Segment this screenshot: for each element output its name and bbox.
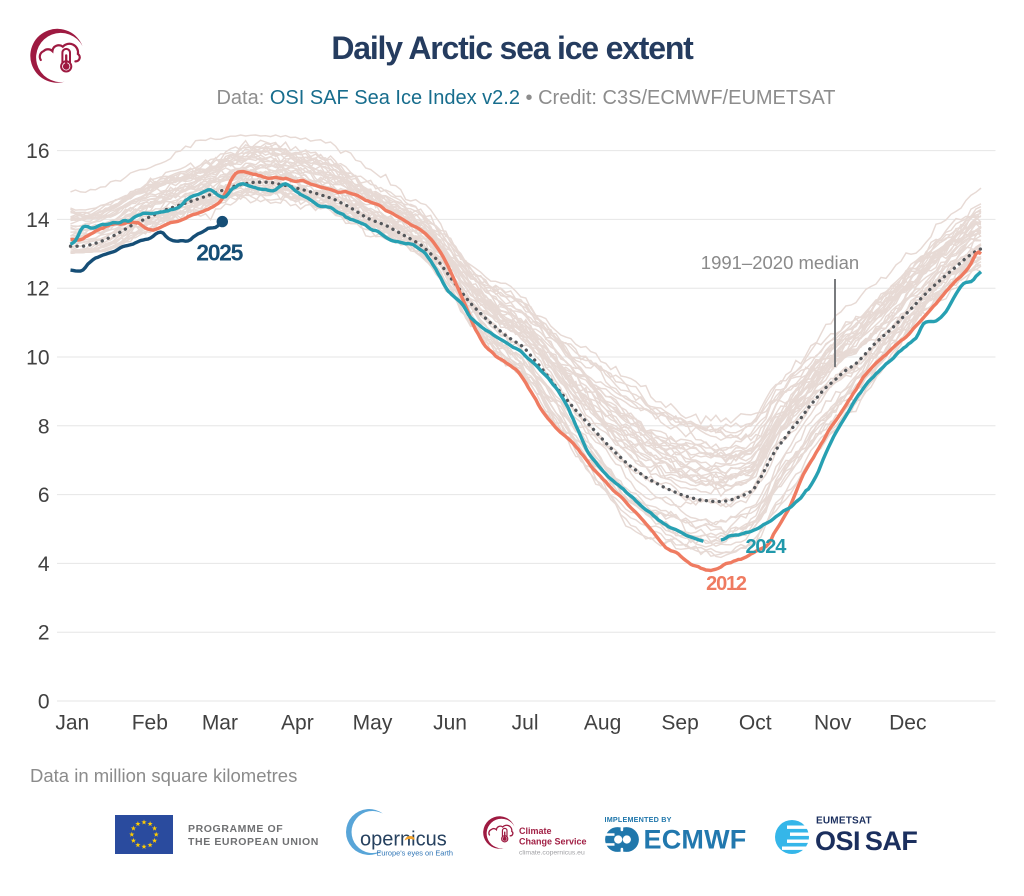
- svg-text:ECMWF: ECMWF: [644, 825, 747, 855]
- svg-text:May: May: [353, 712, 393, 735]
- svg-text:2024: 2024: [745, 536, 787, 558]
- svg-text:Oct: Oct: [739, 712, 772, 735]
- svg-text:IMPLEMENTED BY: IMPLEMENTED BY: [605, 815, 672, 824]
- svg-text:Sep: Sep: [661, 712, 698, 735]
- svg-text:Nov: Nov: [814, 712, 852, 735]
- svg-text:2012: 2012: [706, 573, 747, 595]
- svg-text:2: 2: [38, 622, 50, 645]
- svg-text:Europe's eyes on Earth: Europe's eyes on Earth: [376, 849, 453, 858]
- svg-text:Dec: Dec: [889, 712, 926, 735]
- svg-text:6: 6: [38, 484, 50, 507]
- svg-text:OSI SAF: OSI SAF: [815, 826, 917, 856]
- svg-text:Change Service: Change Service: [519, 837, 587, 847]
- svg-text:climate.copernicus.eu: climate.copernicus.eu: [519, 850, 585, 857]
- svg-text:Jan: Jan: [55, 712, 89, 735]
- svg-text:14: 14: [26, 209, 50, 232]
- svg-text:1991–2020 median: 1991–2020 median: [701, 252, 859, 273]
- svg-text:2025: 2025: [196, 239, 243, 265]
- svg-text:Jun: Jun: [433, 712, 467, 735]
- svg-text:0: 0: [38, 691, 50, 714]
- svg-text:Feb: Feb: [132, 712, 168, 735]
- svg-text:12: 12: [26, 278, 49, 301]
- svg-text:Mar: Mar: [202, 712, 238, 735]
- svg-text:16: 16: [26, 140, 49, 163]
- svg-text:4: 4: [38, 553, 50, 576]
- svg-text:opernicus: opernicus: [360, 829, 447, 851]
- svg-text:Jul: Jul: [512, 712, 539, 735]
- svg-text:Climate: Climate: [519, 826, 552, 836]
- svg-text:EUMETSAT: EUMETSAT: [816, 816, 872, 827]
- svg-text:10: 10: [26, 347, 49, 370]
- svg-text:8: 8: [38, 415, 50, 438]
- svg-text:Aug: Aug: [584, 712, 621, 735]
- svg-text:THE EUROPEAN UNION: THE EUROPEAN UNION: [188, 836, 319, 848]
- svg-text:PROGRAMME OF: PROGRAMME OF: [188, 823, 283, 835]
- svg-text:Apr: Apr: [281, 712, 314, 735]
